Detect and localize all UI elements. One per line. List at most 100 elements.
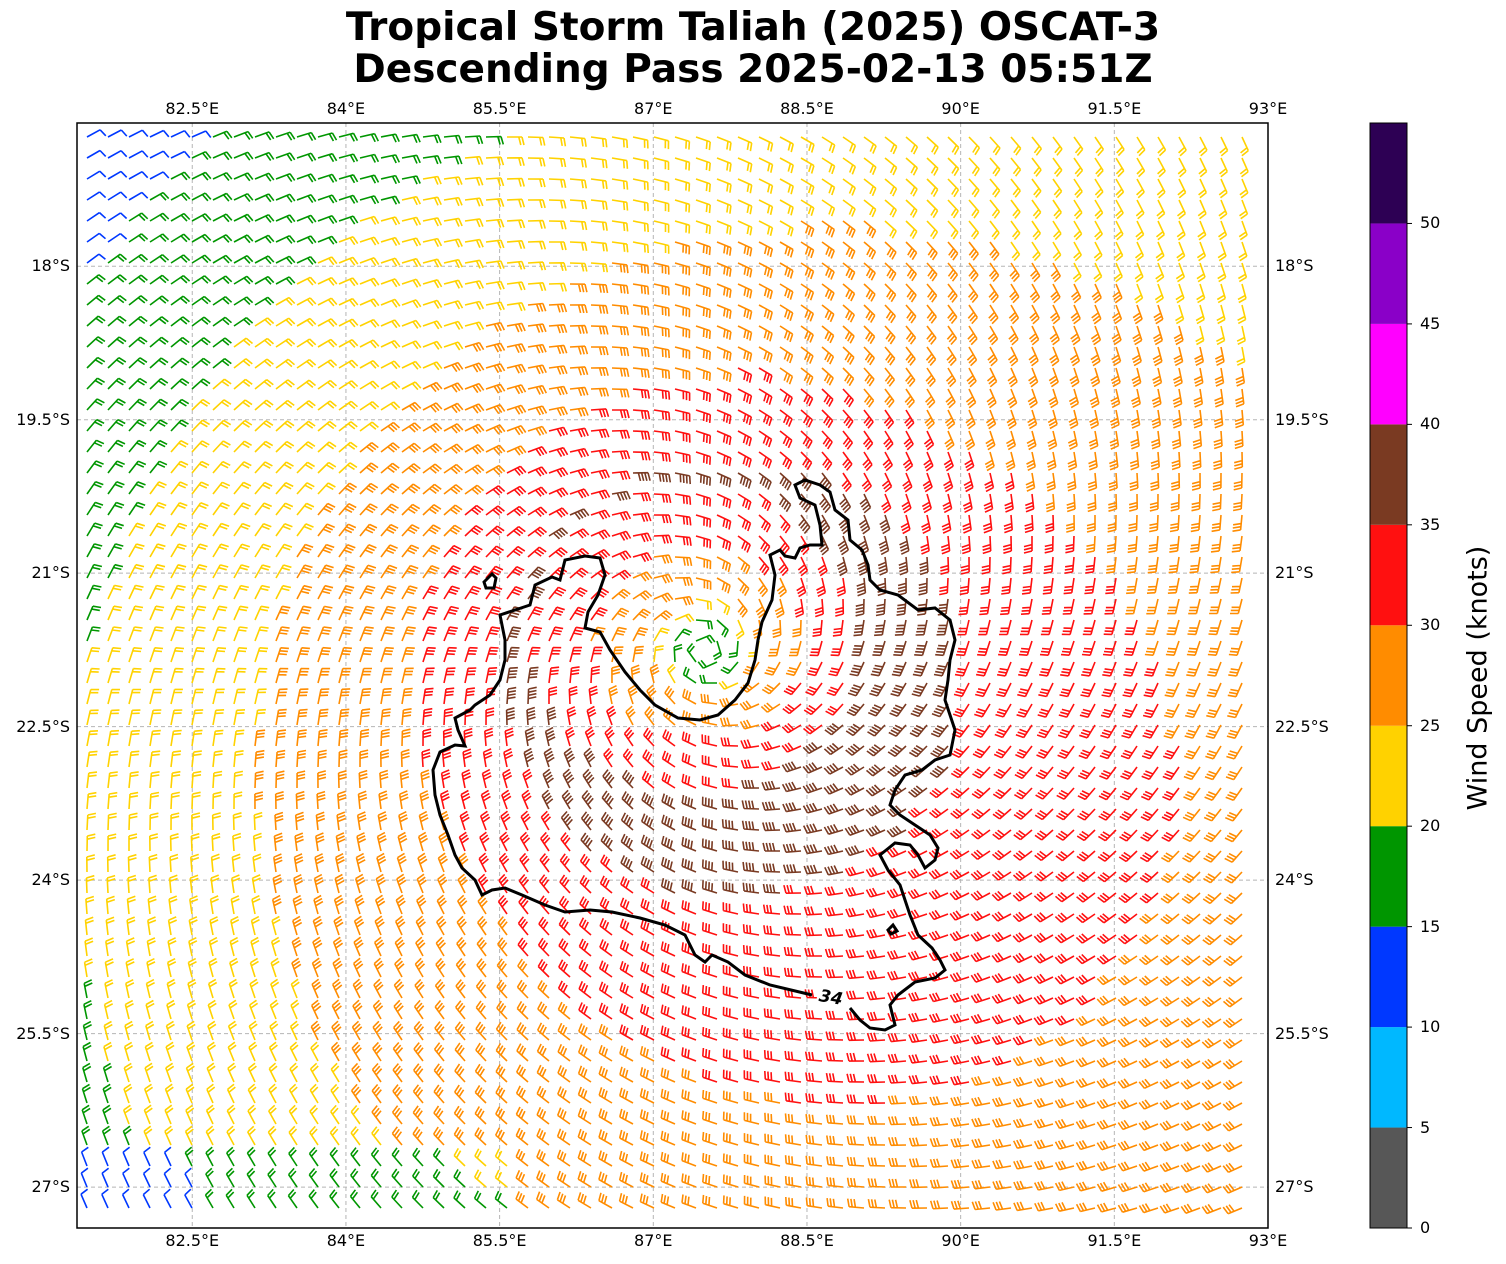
wind-barb	[86, 356, 106, 369]
wind-barb	[598, 1171, 613, 1188]
wind-barb	[1033, 1015, 1054, 1026]
wind-barb	[495, 1085, 508, 1104]
wind-barb	[401, 299, 422, 309]
wind-barb	[506, 525, 526, 537]
wind-barb	[422, 463, 442, 474]
wind-barb	[588, 685, 598, 705]
wind-barb	[506, 686, 517, 705]
wind-barb	[712, 640, 723, 661]
wind-barb	[869, 682, 886, 697]
wind-barb	[619, 1045, 634, 1062]
wind-barb	[883, 409, 895, 430]
wind-barb	[970, 993, 991, 1004]
wind-barb	[618, 1150, 634, 1167]
wind-barb	[527, 446, 548, 457]
wind-barb	[805, 1093, 823, 1104]
wind-barb	[763, 1050, 781, 1062]
wind-barb	[957, 619, 970, 636]
wind-barb	[1096, 1119, 1117, 1130]
wind-barb	[536, 1064, 550, 1083]
wind-barb	[1041, 598, 1054, 615]
wind-barb	[764, 1070, 781, 1083]
wind-barb	[443, 646, 457, 663]
wind-barb	[464, 525, 484, 537]
wind-barb	[83, 958, 94, 978]
wind-barb	[699, 674, 718, 684]
wind-barb	[522, 768, 533, 789]
wind-barb	[863, 136, 877, 154]
wind-barb	[191, 275, 212, 285]
wind-barb	[453, 1105, 466, 1125]
wind-barb	[632, 532, 652, 543]
wind-barb	[611, 346, 630, 357]
wind-barb	[929, 787, 949, 799]
wind-barb	[1198, 178, 1208, 199]
wind-barb	[443, 134, 463, 144]
wind-barb	[125, 937, 136, 957]
wind-barb	[1091, 283, 1102, 304]
wind-barb	[422, 361, 443, 371]
wind-barb	[846, 1156, 865, 1167]
wind-barb	[1177, 178, 1187, 199]
wind-barb	[1096, 974, 1117, 986]
wind-barb	[737, 136, 753, 152]
wind-barb	[275, 564, 292, 579]
wind-barb	[674, 472, 691, 485]
wind-barb	[965, 409, 976, 430]
wind-barb	[590, 346, 609, 356]
wind-barb	[310, 1020, 321, 1041]
wind-barb	[1055, 829, 1075, 841]
wind-barb	[716, 388, 732, 404]
wind-barb	[443, 544, 462, 558]
wind-barb	[275, 543, 293, 558]
lon-tick-label: 82.5°E	[165, 99, 220, 118]
wind-barb	[372, 1020, 383, 1041]
wind-barb	[1036, 724, 1054, 739]
wind-barb	[1012, 952, 1033, 964]
wind-barb	[254, 317, 275, 327]
wind-barb	[1186, 640, 1201, 656]
wind-barb	[1096, 954, 1117, 965]
wind-barb	[653, 554, 673, 564]
wind-barb	[1227, 682, 1243, 698]
wind-barb	[804, 1009, 823, 1020]
wind-barb	[721, 819, 739, 831]
wind-barb	[454, 1042, 466, 1062]
wind-barb	[1010, 241, 1021, 262]
wind-barb	[764, 661, 781, 676]
wind-barb	[1024, 514, 1034, 534]
wind-barb	[86, 439, 105, 453]
wind-barb	[763, 966, 781, 978]
wind-barb	[556, 1128, 571, 1146]
wind-barb	[317, 256, 338, 266]
wind-barb	[149, 709, 162, 726]
wind-barb	[170, 460, 189, 474]
wind-barb	[128, 605, 144, 621]
wind-barb	[102, 1083, 112, 1104]
wind-barb	[296, 523, 314, 537]
wind-barb	[380, 667, 393, 684]
wind-barb	[1054, 953, 1075, 964]
wind-barb	[1100, 724, 1117, 739]
wind-barb	[686, 642, 697, 663]
wind-barb	[743, 1174, 760, 1188]
wind-barb	[904, 409, 915, 430]
wind-barb	[1196, 262, 1206, 283]
wind-barb	[359, 626, 374, 642]
wind-barb	[1020, 598, 1033, 615]
wind-barb	[1080, 682, 1096, 698]
wind-barb	[464, 155, 484, 166]
wind-barb	[86, 336, 106, 348]
wind-barb	[1190, 514, 1201, 533]
wind-barb	[845, 948, 865, 959]
wind-barb	[1213, 430, 1223, 450]
wind-barb	[1018, 640, 1033, 656]
wind-barb	[737, 157, 753, 173]
wind-barb	[970, 1055, 991, 1066]
wind-barb	[1235, 388, 1245, 408]
wind-barb	[412, 1105, 424, 1125]
wind-barb	[422, 667, 435, 684]
wind-barb	[86, 191, 107, 201]
wind-barb	[1017, 682, 1033, 698]
wind-barb	[464, 382, 485, 394]
